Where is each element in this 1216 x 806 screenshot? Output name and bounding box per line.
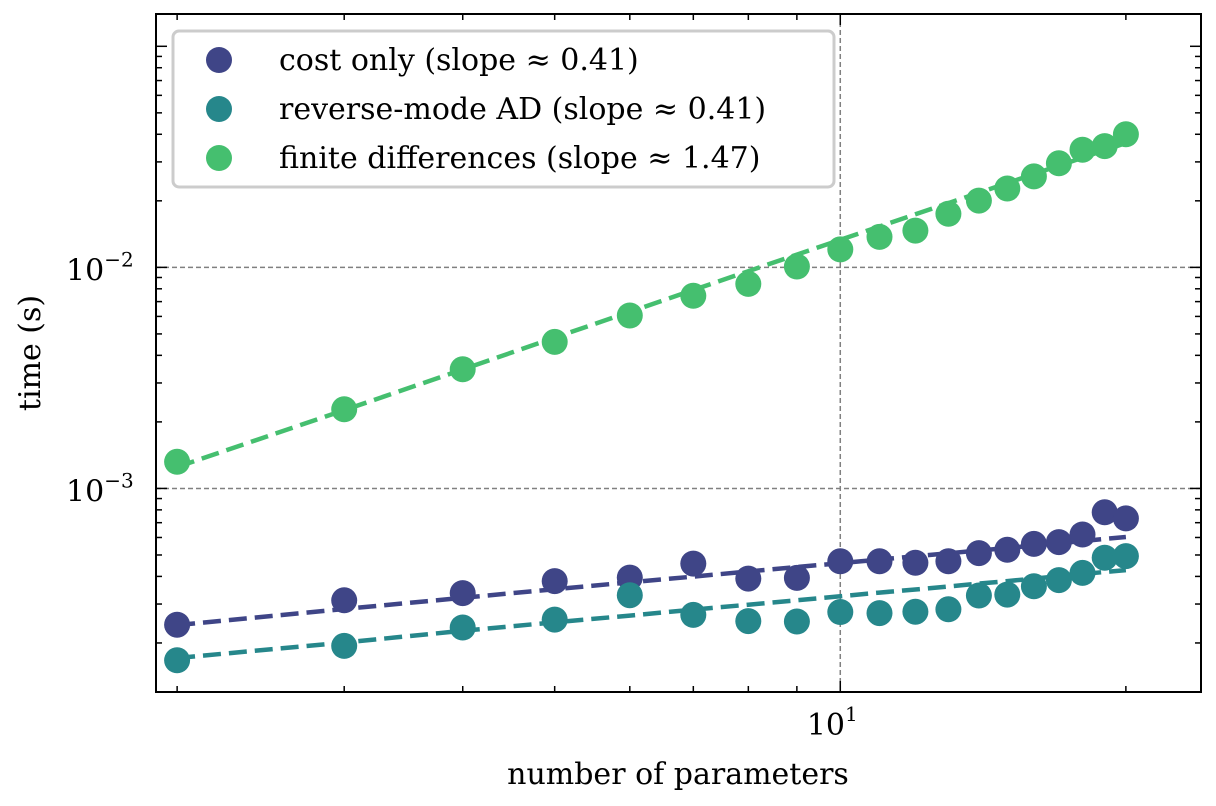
data-point-series-1 <box>1091 499 1118 526</box>
data-point-series-3 <box>1045 150 1072 177</box>
data-point-series-2 <box>331 632 358 659</box>
data-point-series-1 <box>994 536 1021 563</box>
y-tick-label: 10−3 <box>66 468 134 509</box>
x-tick-label: 101 <box>807 702 858 743</box>
data-point-series-3 <box>449 356 476 383</box>
data-point-series-3 <box>866 223 893 250</box>
data-point-series-2 <box>735 608 762 635</box>
fit-line-series-2 <box>176 567 1127 661</box>
data-point-series-2 <box>1091 544 1118 571</box>
data-point-series-3 <box>994 175 1021 202</box>
data-point-series-2 <box>935 596 962 623</box>
y-tick-label: 10−2 <box>66 247 134 288</box>
grid-lines <box>156 14 1201 692</box>
x-axis-label: number of parameters <box>507 757 849 792</box>
data-point-series-2 <box>616 582 643 609</box>
data-point-series-1 <box>827 548 854 575</box>
data-point-series-2 <box>164 647 191 674</box>
legend: cost only (slope ≈ 0.41) reverse-mode AD … <box>171 29 836 189</box>
data-point-series-3 <box>331 396 358 423</box>
data-point-series-3 <box>541 328 568 355</box>
data-point-series-2 <box>1069 559 1096 586</box>
data-point-series-1 <box>1069 521 1096 548</box>
data-point-series-1 <box>541 568 568 595</box>
data-point-series-2 <box>1020 573 1047 600</box>
y-tick-exponent: −3 <box>104 468 133 492</box>
data-point-series-2 <box>783 608 810 635</box>
data-point-series-3 <box>616 302 643 329</box>
fit-lines <box>176 140 1127 661</box>
data-point-series-2 <box>541 606 568 633</box>
data-point-series-1 <box>331 587 358 614</box>
data-point-series-2 <box>1112 543 1139 570</box>
data-point-series-3 <box>1069 136 1096 163</box>
data-point-series-3 <box>680 282 707 309</box>
data-point-series-1 <box>866 548 893 575</box>
data-point-series-2 <box>449 614 476 641</box>
ticks: 101 10−3 10−2 <box>66 14 1201 743</box>
plot-frame <box>155 13 1202 693</box>
legend-label: cost only (slope ≈ 0.41) <box>279 43 639 78</box>
data-point-series-1 <box>965 540 992 567</box>
data-point-series-1 <box>783 564 810 591</box>
y-tick-exponent: −2 <box>104 247 133 271</box>
data-point-series-1 <box>1045 529 1072 556</box>
legend-marker <box>206 47 232 73</box>
x-tick-exponent: 1 <box>845 702 858 726</box>
data-point-series-1 <box>449 580 476 607</box>
data-point-series-3 <box>1091 133 1118 160</box>
data-point-series-2 <box>994 581 1021 608</box>
data-point-series-3 <box>164 448 191 475</box>
data-point-series-3 <box>935 200 962 227</box>
legend-box <box>171 29 836 189</box>
data-point-series-3 <box>965 187 992 214</box>
data-points <box>164 121 1139 674</box>
data-point-series-1 <box>735 565 762 592</box>
data-point-series-3 <box>783 253 810 280</box>
legend-label: finite differences (slope ≈ 1.47) <box>279 141 760 176</box>
y-axis-label: time (s) <box>13 295 48 411</box>
data-point-series-1 <box>935 548 962 575</box>
data-point-series-2 <box>965 582 992 609</box>
data-point-series-3 <box>1020 163 1047 190</box>
data-point-series-2 <box>680 601 707 628</box>
legend-marker <box>206 145 232 171</box>
data-point-series-2 <box>902 598 929 625</box>
data-point-series-1 <box>680 550 707 577</box>
data-point-series-3 <box>827 236 854 263</box>
data-point-series-1 <box>1112 505 1139 532</box>
legend-marker <box>206 96 232 122</box>
data-point-series-2 <box>1045 567 1072 594</box>
data-point-series-3 <box>902 217 929 244</box>
data-point-series-1 <box>164 611 191 638</box>
data-point-series-3 <box>735 270 762 297</box>
data-point-series-1 <box>1020 530 1047 557</box>
data-point-series-1 <box>902 549 929 576</box>
legend-label: reverse-mode AD (slope ≈ 0.41) <box>279 92 766 127</box>
data-point-series-2 <box>866 600 893 627</box>
data-point-series-3 <box>1112 121 1139 148</box>
data-point-series-2 <box>827 599 854 625</box>
